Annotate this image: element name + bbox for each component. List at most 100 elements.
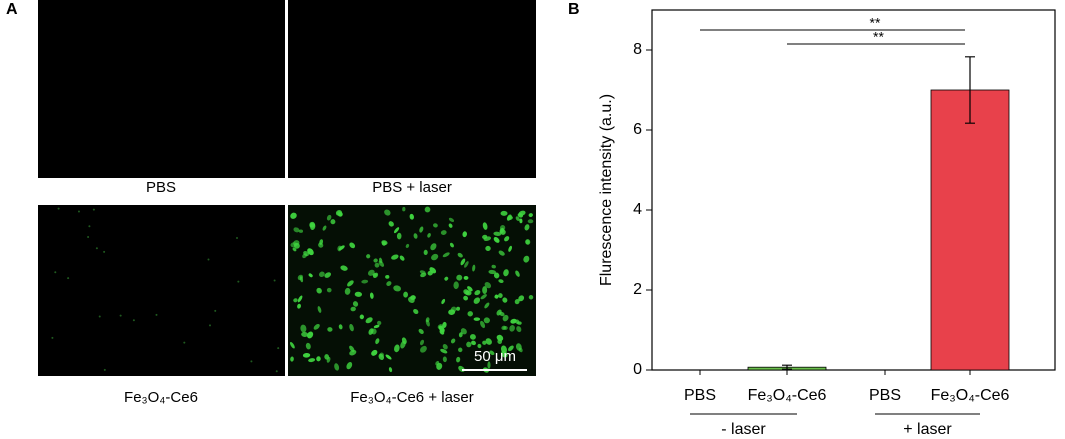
cell	[493, 231, 502, 236]
cell	[493, 236, 500, 243]
cell	[510, 318, 517, 324]
cell	[77, 210, 80, 213]
cell	[427, 233, 431, 238]
cell	[487, 361, 491, 369]
cell	[322, 225, 327, 231]
cell	[237, 280, 240, 283]
cell	[365, 317, 373, 324]
cell	[103, 368, 106, 371]
cell	[385, 275, 390, 279]
cell	[302, 253, 308, 259]
cell	[441, 298, 446, 305]
cell	[515, 216, 520, 221]
cell	[423, 249, 428, 256]
cell	[506, 214, 512, 221]
cell	[440, 230, 447, 235]
cell	[298, 229, 304, 233]
cell	[469, 334, 476, 340]
cell	[372, 273, 378, 277]
cell	[437, 324, 444, 330]
cell	[498, 250, 505, 256]
caption: PBS	[146, 179, 176, 196]
cell	[275, 370, 278, 373]
cell	[410, 295, 416, 301]
cell	[456, 306, 461, 311]
cell	[277, 347, 280, 350]
cell	[88, 225, 91, 228]
plot-frame	[651, 9, 1056, 371]
x-tick-label: Fe₃O₄-Ce6	[931, 387, 1010, 404]
cell	[460, 258, 466, 266]
bar	[930, 89, 1010, 371]
cell	[466, 341, 472, 348]
cell	[297, 303, 301, 309]
cell	[297, 295, 303, 303]
cell	[460, 328, 467, 335]
cell	[508, 245, 513, 252]
cell	[494, 294, 499, 299]
cell	[527, 219, 534, 224]
error-bar	[965, 56, 975, 124]
cell	[373, 324, 380, 329]
cell	[346, 361, 353, 370]
cell	[482, 340, 487, 345]
caption: Fe₃O₄-Ce6	[124, 389, 198, 406]
cell	[132, 319, 135, 322]
cell	[462, 231, 468, 238]
cell	[373, 258, 378, 263]
cell	[313, 323, 320, 330]
cell	[155, 313, 158, 316]
cell	[480, 320, 486, 329]
cell	[347, 280, 354, 287]
cell	[393, 227, 400, 234]
x-tick-label: Fe₃O₄-Ce6	[748, 387, 827, 404]
x-tick-label: PBS	[684, 387, 716, 404]
cell	[327, 327, 333, 332]
cell	[456, 274, 463, 281]
cell	[499, 229, 506, 235]
cell	[413, 308, 419, 315]
cell	[528, 295, 534, 300]
cell	[419, 339, 425, 346]
cell	[273, 279, 276, 282]
cell	[473, 297, 481, 304]
cell	[324, 272, 332, 278]
cell	[402, 206, 406, 212]
cell	[366, 254, 371, 259]
cell	[450, 338, 456, 344]
cell	[515, 319, 520, 324]
y-tick-label: 0	[633, 361, 642, 378]
cell	[308, 273, 313, 278]
cell	[433, 223, 438, 228]
panel-label: B	[568, 1, 580, 18]
y-tick-label: 4	[633, 201, 642, 218]
cell	[340, 265, 348, 271]
cell	[493, 272, 500, 279]
cell	[436, 362, 443, 370]
cell	[349, 323, 354, 332]
cell	[464, 261, 469, 268]
cell	[467, 286, 473, 292]
cell	[290, 212, 297, 219]
cell	[442, 356, 447, 363]
cell	[509, 325, 515, 332]
cell	[458, 332, 463, 338]
cell	[500, 345, 507, 354]
scale-bar-label: 50 μm	[474, 348, 516, 365]
cell	[500, 210, 508, 216]
cell	[183, 341, 186, 344]
cell	[316, 356, 321, 362]
cell	[442, 252, 450, 258]
cell	[523, 255, 530, 263]
cell	[309, 221, 316, 228]
cell	[370, 328, 377, 335]
cell	[508, 345, 514, 352]
cell	[463, 289, 470, 295]
cell	[326, 214, 332, 221]
cell	[388, 221, 394, 227]
cell	[377, 320, 382, 326]
cell	[379, 257, 383, 264]
significance-label: **	[873, 29, 884, 45]
cell	[444, 276, 449, 281]
